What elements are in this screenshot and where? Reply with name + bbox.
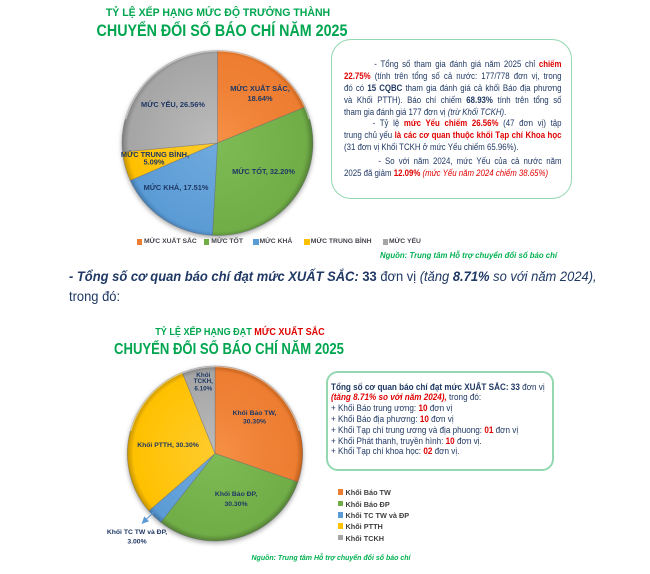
svg-text:3.00%: 3.00%: [127, 539, 146, 546]
svg-text:MỨC XUẤT SẮC,: MỨC XUẤT SẮC,: [230, 83, 290, 93]
svg-text:Khối TC TW và ĐP,: Khối TC TW và ĐP,: [107, 528, 167, 536]
svg-text:Khối: Khối: [196, 371, 210, 379]
svg-text:Khối Báo TW,: Khối Báo TW,: [233, 409, 277, 417]
svg-text:Khối PTTH, 30.30%: Khối PTTH, 30.30%: [137, 441, 199, 449]
svg-text:TCKH,: TCKH,: [194, 378, 213, 385]
svg-text:5.09%: 5.09%: [144, 158, 165, 167]
svg-text:MỨC YẾU, 26.56%: MỨC YẾU, 26.56%: [141, 99, 205, 109]
svg-text:6.10%: 6.10%: [194, 385, 212, 392]
svg-text:MỨC KHÁ, 17.51%: MỨC KHÁ, 17.51%: [144, 183, 209, 192]
svg-text:18.64%: 18.64%: [247, 94, 272, 103]
svg-text:30.30%: 30.30%: [224, 501, 247, 508]
svg-text:MỨC TRUNG BÌNH,: MỨC TRUNG BÌNH,: [121, 150, 189, 159]
svg-text:Khối Báo ĐP,: Khối Báo ĐP,: [215, 490, 257, 498]
svg-text:30.30%: 30.30%: [243, 419, 266, 426]
svg-text:MỨC TỐT, 32.20%: MỨC TỐT, 32.20%: [232, 166, 295, 176]
